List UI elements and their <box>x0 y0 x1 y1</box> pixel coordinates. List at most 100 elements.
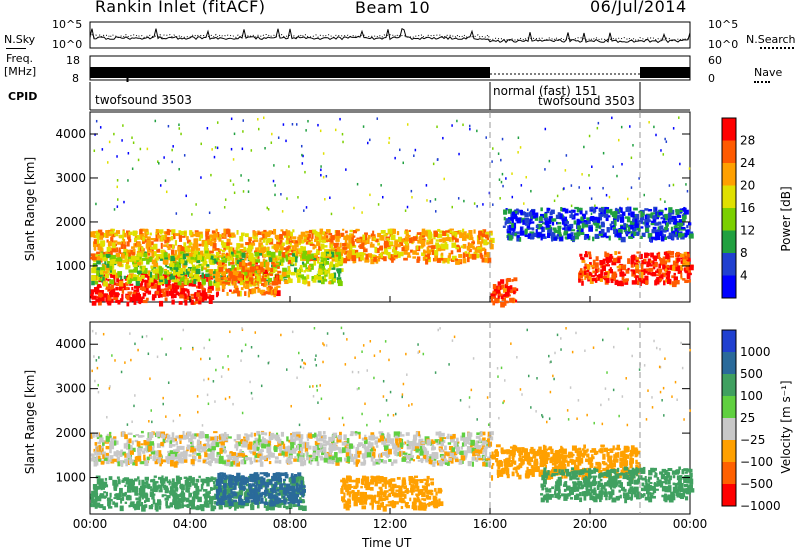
power-cell <box>201 275 207 279</box>
velocity-cell <box>154 459 159 465</box>
power-cell <box>585 210 588 215</box>
power-cell <box>279 244 284 251</box>
power-cell <box>388 141 390 145</box>
power-cell <box>376 117 379 120</box>
power-cell <box>333 264 336 268</box>
power-cell <box>238 276 242 280</box>
velocity-cell <box>220 487 225 490</box>
power-cell <box>167 271 173 275</box>
velocity-cell <box>294 447 298 452</box>
power-cell <box>247 291 251 298</box>
power-cell <box>408 229 411 232</box>
velocity-cell <box>197 489 202 492</box>
power-cell <box>622 273 627 276</box>
velocity-cell <box>164 487 169 494</box>
power-cell <box>655 208 657 211</box>
power-cell <box>489 230 493 235</box>
power-cell <box>616 257 621 264</box>
velocity-cell <box>402 452 408 455</box>
power-cell <box>235 287 239 294</box>
velocity-cell <box>399 442 404 448</box>
velocity-cell <box>489 431 494 436</box>
velocity-cell <box>204 452 208 458</box>
power-cell <box>359 237 364 243</box>
velocity-cell <box>160 441 164 447</box>
power-cell <box>499 197 501 200</box>
velocity-cell <box>234 444 239 449</box>
power-cell <box>248 242 253 247</box>
velocity-cell <box>197 459 202 463</box>
power-cell <box>195 248 201 251</box>
velocity-cell <box>275 432 279 437</box>
power-cell <box>525 175 527 179</box>
power-cell <box>235 247 239 254</box>
power-cell <box>422 235 425 238</box>
power-cell <box>533 212 539 219</box>
power-cell <box>132 141 135 144</box>
power-cell <box>152 270 156 273</box>
power-cell <box>116 155 118 158</box>
power-cell <box>524 234 528 238</box>
power-cell <box>279 276 283 282</box>
power-cell <box>346 235 352 239</box>
power-cell <box>458 254 463 258</box>
velocity-cell <box>270 452 273 456</box>
power-cell <box>107 294 112 301</box>
power-cell <box>592 236 595 242</box>
power-cell <box>407 252 411 258</box>
power-cell <box>673 276 678 282</box>
velocity-cell <box>177 453 181 457</box>
power-cell <box>462 235 467 241</box>
power-cell <box>563 187 565 190</box>
power-cell <box>135 281 140 286</box>
power-cell <box>570 209 576 213</box>
power-cell <box>200 292 205 297</box>
velocity-cell <box>175 475 180 482</box>
power-cell <box>256 269 261 274</box>
power-cell <box>370 259 375 265</box>
velocity-cell <box>194 433 197 437</box>
power-cell <box>597 267 600 273</box>
power-cell <box>142 266 145 271</box>
power-cell <box>319 236 324 241</box>
power-cell <box>619 280 624 286</box>
velocity-cell <box>222 460 227 465</box>
velocity-cell <box>341 447 346 453</box>
power-cell <box>592 259 596 266</box>
power-cell <box>447 258 450 264</box>
power-cell <box>557 229 561 235</box>
power-cell <box>247 190 250 193</box>
power-cell <box>146 147 149 151</box>
velocity-cell <box>316 449 320 456</box>
velocity-cell <box>307 445 312 450</box>
power-cell <box>127 236 131 240</box>
velocity-cell <box>182 430 185 437</box>
velocity-cell <box>386 434 391 440</box>
power-cell <box>107 299 112 306</box>
power-cell <box>664 226 667 231</box>
power-cell <box>307 250 313 253</box>
velocity-cell <box>476 432 481 436</box>
power-cell <box>303 234 309 238</box>
velocity-cell <box>189 447 195 453</box>
velocity-cell <box>358 434 361 439</box>
power-cell <box>671 275 676 279</box>
power-cell <box>524 223 530 226</box>
velocity-cell <box>300 452 304 456</box>
velocity-cell <box>243 444 248 448</box>
power-cell <box>497 281 501 286</box>
power-cell <box>170 288 173 292</box>
power-cell <box>511 215 517 220</box>
power-cell <box>251 281 256 286</box>
power-cell <box>573 220 577 225</box>
power-cell <box>287 256 293 260</box>
power-cell <box>158 254 164 257</box>
power-cell <box>167 124 170 128</box>
power-cell <box>373 256 377 262</box>
velocity-cell <box>444 460 449 465</box>
power-cell <box>594 268 599 273</box>
power-cell <box>595 222 600 229</box>
power-cell <box>672 260 676 266</box>
velocity-cell <box>344 457 347 462</box>
power-cell <box>301 241 304 244</box>
